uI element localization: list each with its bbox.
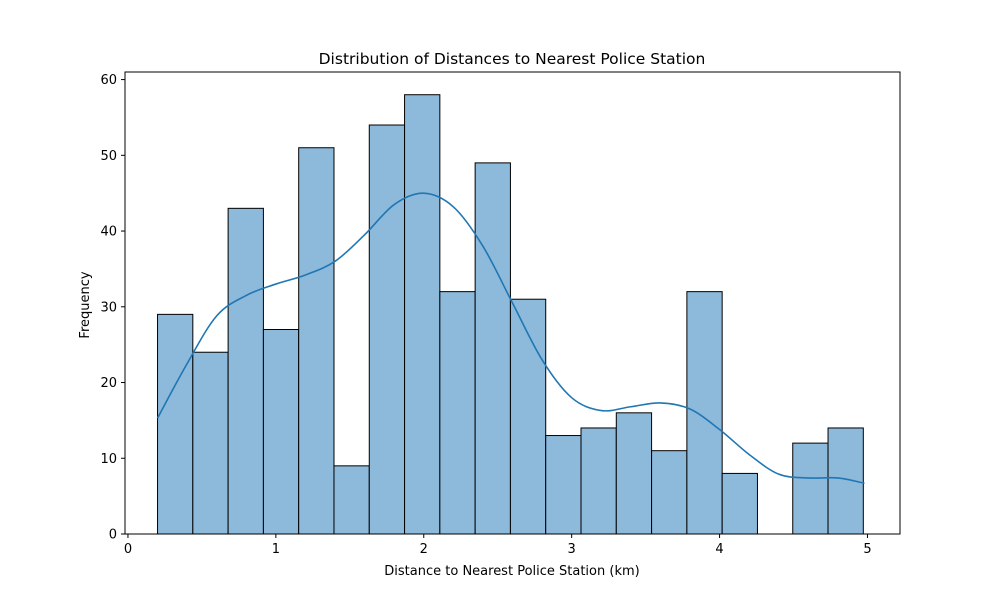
x-tick-label: 2	[420, 542, 428, 557]
histogram-bar	[262, 329, 300, 535]
histogram-bar	[192, 351, 229, 535]
x-axis-label: Distance to Nearest Police Station (km)	[384, 564, 639, 579]
histogram-bar	[298, 147, 335, 535]
histogram-bar	[792, 442, 829, 535]
y-tick-label: 30	[100, 300, 117, 315]
histogram-bar	[368, 124, 406, 535]
histogram-bar	[227, 207, 264, 535]
histogram-bar	[474, 162, 511, 535]
y-axis-label: Frequency	[78, 271, 93, 338]
x-tick-label: 5	[863, 542, 871, 557]
chart-title: Distribution of Distances to Nearest Pol…	[319, 50, 706, 68]
histogram-bar	[509, 298, 547, 535]
histogram-bar	[545, 435, 582, 535]
bars-group	[157, 94, 864, 535]
histogram-bar	[157, 313, 194, 535]
histogram-bar	[333, 465, 370, 535]
histogram-bar	[404, 94, 441, 535]
x-tick-label: 0	[124, 542, 132, 557]
kde-line	[156, 192, 865, 485]
y-tick-label: 50	[100, 149, 117, 164]
y-tick-label: 60	[100, 73, 117, 88]
histogram-bar	[651, 450, 688, 535]
histogram-bar	[615, 412, 653, 535]
histogram-bar	[721, 472, 758, 535]
y-tick-label: 0	[109, 528, 117, 543]
x-tick-label: 1	[272, 542, 280, 557]
histogram-bar	[439, 291, 476, 535]
y-tick-label: 20	[100, 376, 117, 391]
x-tick-label: 4	[715, 542, 723, 557]
histogram-bar	[686, 291, 723, 535]
plot-frame	[124, 71, 901, 535]
x-tick-label: 3	[568, 542, 576, 557]
y-tick-label: 10	[100, 452, 117, 467]
y-tick-label: 40	[100, 225, 117, 240]
histogram-bar	[580, 427, 617, 535]
axes-group	[124, 71, 901, 535]
kde-group	[156, 192, 865, 485]
